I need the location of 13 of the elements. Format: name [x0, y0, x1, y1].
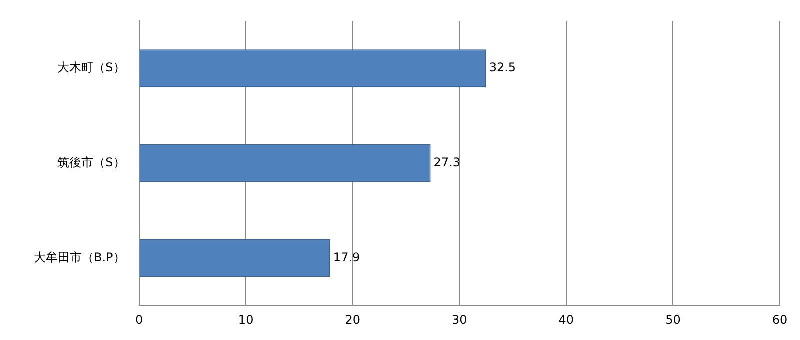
- x-tick-label: 10: [238, 312, 254, 327]
- y-tick-label: 大牟田市（B.P）: [34, 250, 126, 264]
- x-tick-label: 20: [345, 312, 360, 327]
- data-label: 32.5: [489, 60, 516, 75]
- x-tick-label: 40: [558, 312, 574, 327]
- x-tick-label: 0: [135, 312, 144, 327]
- x-tick-label: 30: [452, 312, 468, 327]
- data-label: 17.9: [333, 250, 360, 264]
- x-tick-label: 60: [772, 312, 788, 327]
- data-label: 27.3: [434, 156, 461, 170]
- y-tick-label: 大木町（S）: [58, 60, 126, 75]
- x-tick-label: 50: [666, 312, 681, 327]
- y-tick-label: 筑後市（S）: [58, 156, 126, 170]
